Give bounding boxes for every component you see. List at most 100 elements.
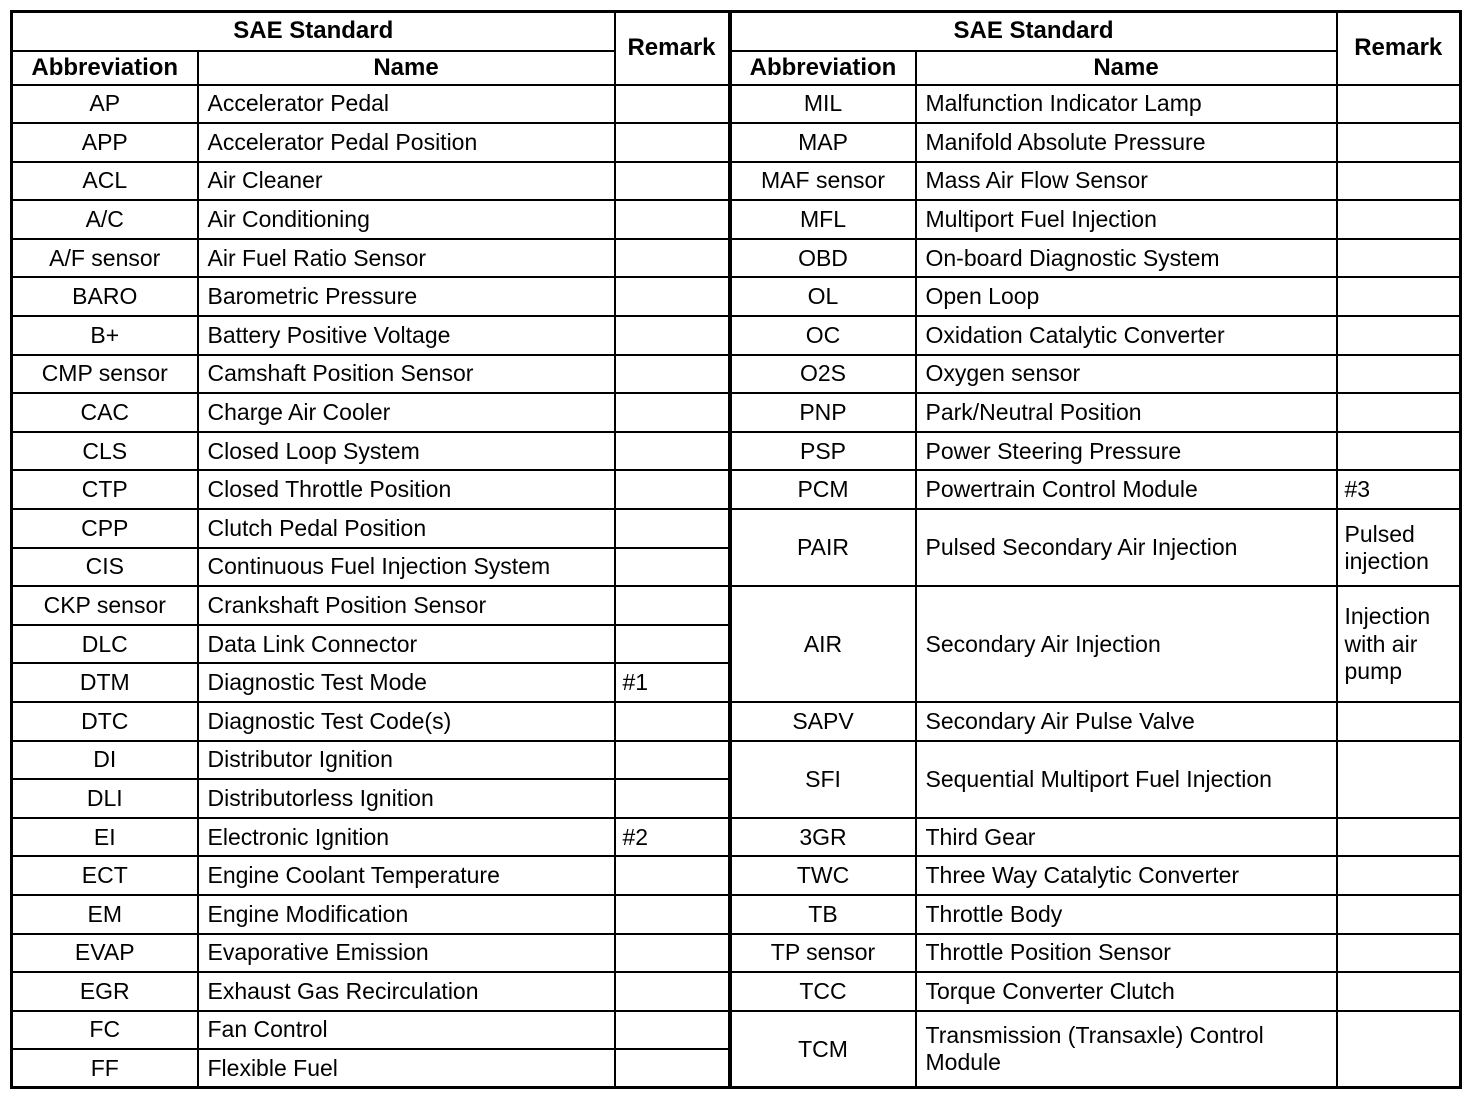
table-row: B+ Battery Positive Voltage OC Oxidation Ca… <box>10 315 1462 356</box>
remark-cell <box>1335 816 1462 858</box>
table-row: CIS Continuous Fuel Injection System <box>10 546 1461 588</box>
abbreviation-cell: PAIR <box>727 508 917 588</box>
remark-cell <box>613 778 731 819</box>
remark-cell <box>1335 739 1462 819</box>
abbreviation-cell: CTP <box>10 469 199 511</box>
remark-cell <box>1335 392 1462 433</box>
abbreviation-cell: FF <box>10 1048 199 1089</box>
remark-cell <box>613 160 731 202</box>
abbreviation-cell: CKP sensor <box>10 585 199 626</box>
table-row: CKP sensor Crankshaft Position Sensor AIR S… <box>10 585 1462 703</box>
name-cell: Engine Modification <box>196 893 616 935</box>
abbreviation-cell: ACL <box>10 160 199 202</box>
name-cell: Secondary Air Pulse Valve <box>914 701 1338 742</box>
abbreviation-cell: DI <box>10 739 199 781</box>
abbreviation-cell: MAF sensor <box>727 160 917 202</box>
abbreviation-cell: EGR <box>10 971 199 1012</box>
abbreviation-cell: TWC <box>727 855 917 896</box>
remark-cell: #3 <box>1335 469 1462 511</box>
abbreviation-cell: AIR <box>727 585 917 703</box>
table-row: FC Fan Control TCM Transmission (Transaxle)… <box>10 1009 1462 1089</box>
remark-cell <box>1335 83 1462 125</box>
remark-cell <box>613 508 731 549</box>
name-cell: Air Fuel Ratio Sensor <box>196 237 616 279</box>
abbreviation-cell: A/C <box>10 199 199 240</box>
remark-cell <box>1335 971 1462 1012</box>
name-cell: Camshaft Position Sensor <box>196 353 616 395</box>
table-header: SAE Standard Remark SAE Standard Remark … <box>10 10 1462 86</box>
table-row: EVAP Evaporative Emission TP sensor Throttl… <box>10 932 1462 974</box>
name-cell: Mass Air Flow Sensor <box>914 160 1338 202</box>
name-cell: Diagnostic Test Code(s) <box>196 701 616 742</box>
name-cell: Engine Coolant Temperature <box>196 855 616 896</box>
table-row: A/F sensor Air Fuel Ratio Sensor OBD On-boa… <box>10 237 1462 279</box>
abbreviation-cell: PSP <box>727 430 917 472</box>
header-row-columns: Abbreviation Name Abbreviation Name <box>10 49 1461 86</box>
name-cell: Closed Throttle Position <box>196 469 616 511</box>
name-cell: Malfunction Indicator Lamp <box>914 83 1338 125</box>
remark-cell <box>613 855 731 896</box>
remark-cell <box>1335 701 1462 742</box>
remark-cell <box>613 585 731 626</box>
name-cell: Accelerator Pedal <box>196 83 616 125</box>
abbreviation-cell: DLC <box>10 623 199 665</box>
abbreviation-cell: CMP sensor <box>10 353 199 395</box>
remark-cell <box>613 623 731 665</box>
table-row: DTM Diagnostic Test Mode #1 <box>10 662 1461 703</box>
remark-cell <box>613 971 731 1012</box>
remark-cell <box>613 1048 731 1089</box>
name-cell: Battery Positive Voltage <box>196 315 616 356</box>
abbreviation-cell: CIS <box>10 546 199 588</box>
name-cell: Throttle Position Sensor <box>914 932 1338 974</box>
abbreviation-cell: PCM <box>727 469 917 511</box>
name-cell: Park/Neutral Position <box>914 392 1338 433</box>
name-cell: Crankshaft Position Sensor <box>196 585 616 626</box>
remark-cell <box>613 353 731 395</box>
remark-cell <box>613 546 731 588</box>
table-row: AP Accelerator Pedal MIL Malfunction Indica… <box>10 83 1462 125</box>
table-row: DLI Distributorless Ignition <box>10 778 1461 819</box>
name-cell: Multiport Fuel Injection <box>914 199 1338 240</box>
remark-cell: #2 <box>613 816 731 858</box>
name-cell: Air Conditioning <box>196 199 616 240</box>
remark-cell: Injection with air pump <box>1335 585 1462 703</box>
abbreviation-cell: MAP <box>727 122 917 163</box>
name-cell: Barometric Pressure <box>196 276 616 318</box>
remark-cell <box>1335 237 1462 279</box>
name-cell: Evaporative Emission <box>196 932 616 974</box>
name-cell: Clutch Pedal Position <box>196 508 616 549</box>
remark-cell <box>1335 1009 1462 1089</box>
remark-cell <box>613 1009 731 1051</box>
abbreviation-cell: MFL <box>727 199 917 240</box>
table-row: ACL Air Cleaner MAF sensor Mass Air Flow Se… <box>10 160 1462 202</box>
remark-cell <box>613 430 731 472</box>
name-cell: Air Cleaner <box>196 160 616 202</box>
name-cell: Continuous Fuel Injection System <box>196 546 616 588</box>
name-cell: Torque Converter Clutch <box>914 971 1338 1012</box>
abbreviation-cell: SFI <box>727 739 917 819</box>
abbreviation-cell: AP <box>10 83 199 125</box>
abbreviation-cell: O2S <box>727 353 917 395</box>
name-cell: Secondary Air Injection <box>914 585 1338 703</box>
remark-cell <box>1335 276 1462 318</box>
name-cell: Accelerator Pedal Position <box>196 122 616 163</box>
abbreviation-cell: ECT <box>10 855 199 896</box>
abbreviation-cell: OL <box>727 276 917 318</box>
table-row: CTP Closed Throttle Position PCM Powertrain… <box>10 469 1462 511</box>
name-cell: Diagnostic Test Mode <box>196 662 616 703</box>
name-header-left: Name <box>196 49 616 86</box>
name-cell: Transmission (Transaxle) Control Module <box>914 1009 1338 1089</box>
table-row: EGR Exhaust Gas Recirculation TCC Torque Co… <box>10 971 1462 1012</box>
abbreviation-cell: DTM <box>10 662 199 703</box>
remark-cell <box>1335 430 1462 472</box>
abbreviation-cell: OBD <box>727 237 917 279</box>
remark-cell <box>1335 199 1462 240</box>
name-cell: Flexible Fuel <box>196 1048 616 1089</box>
abbreviation-cell: FC <box>10 1009 199 1051</box>
table-row: CMP sensor Camshaft Position Sensor O2S Oxy… <box>10 353 1462 395</box>
name-cell: Fan Control <box>196 1009 616 1051</box>
abbreviation-cell: CPP <box>10 508 199 549</box>
table-row: EI Electronic Ignition #2 3GR Third Gear <box>10 816 1462 858</box>
abbreviation-header-left: Abbreviation <box>10 49 199 86</box>
